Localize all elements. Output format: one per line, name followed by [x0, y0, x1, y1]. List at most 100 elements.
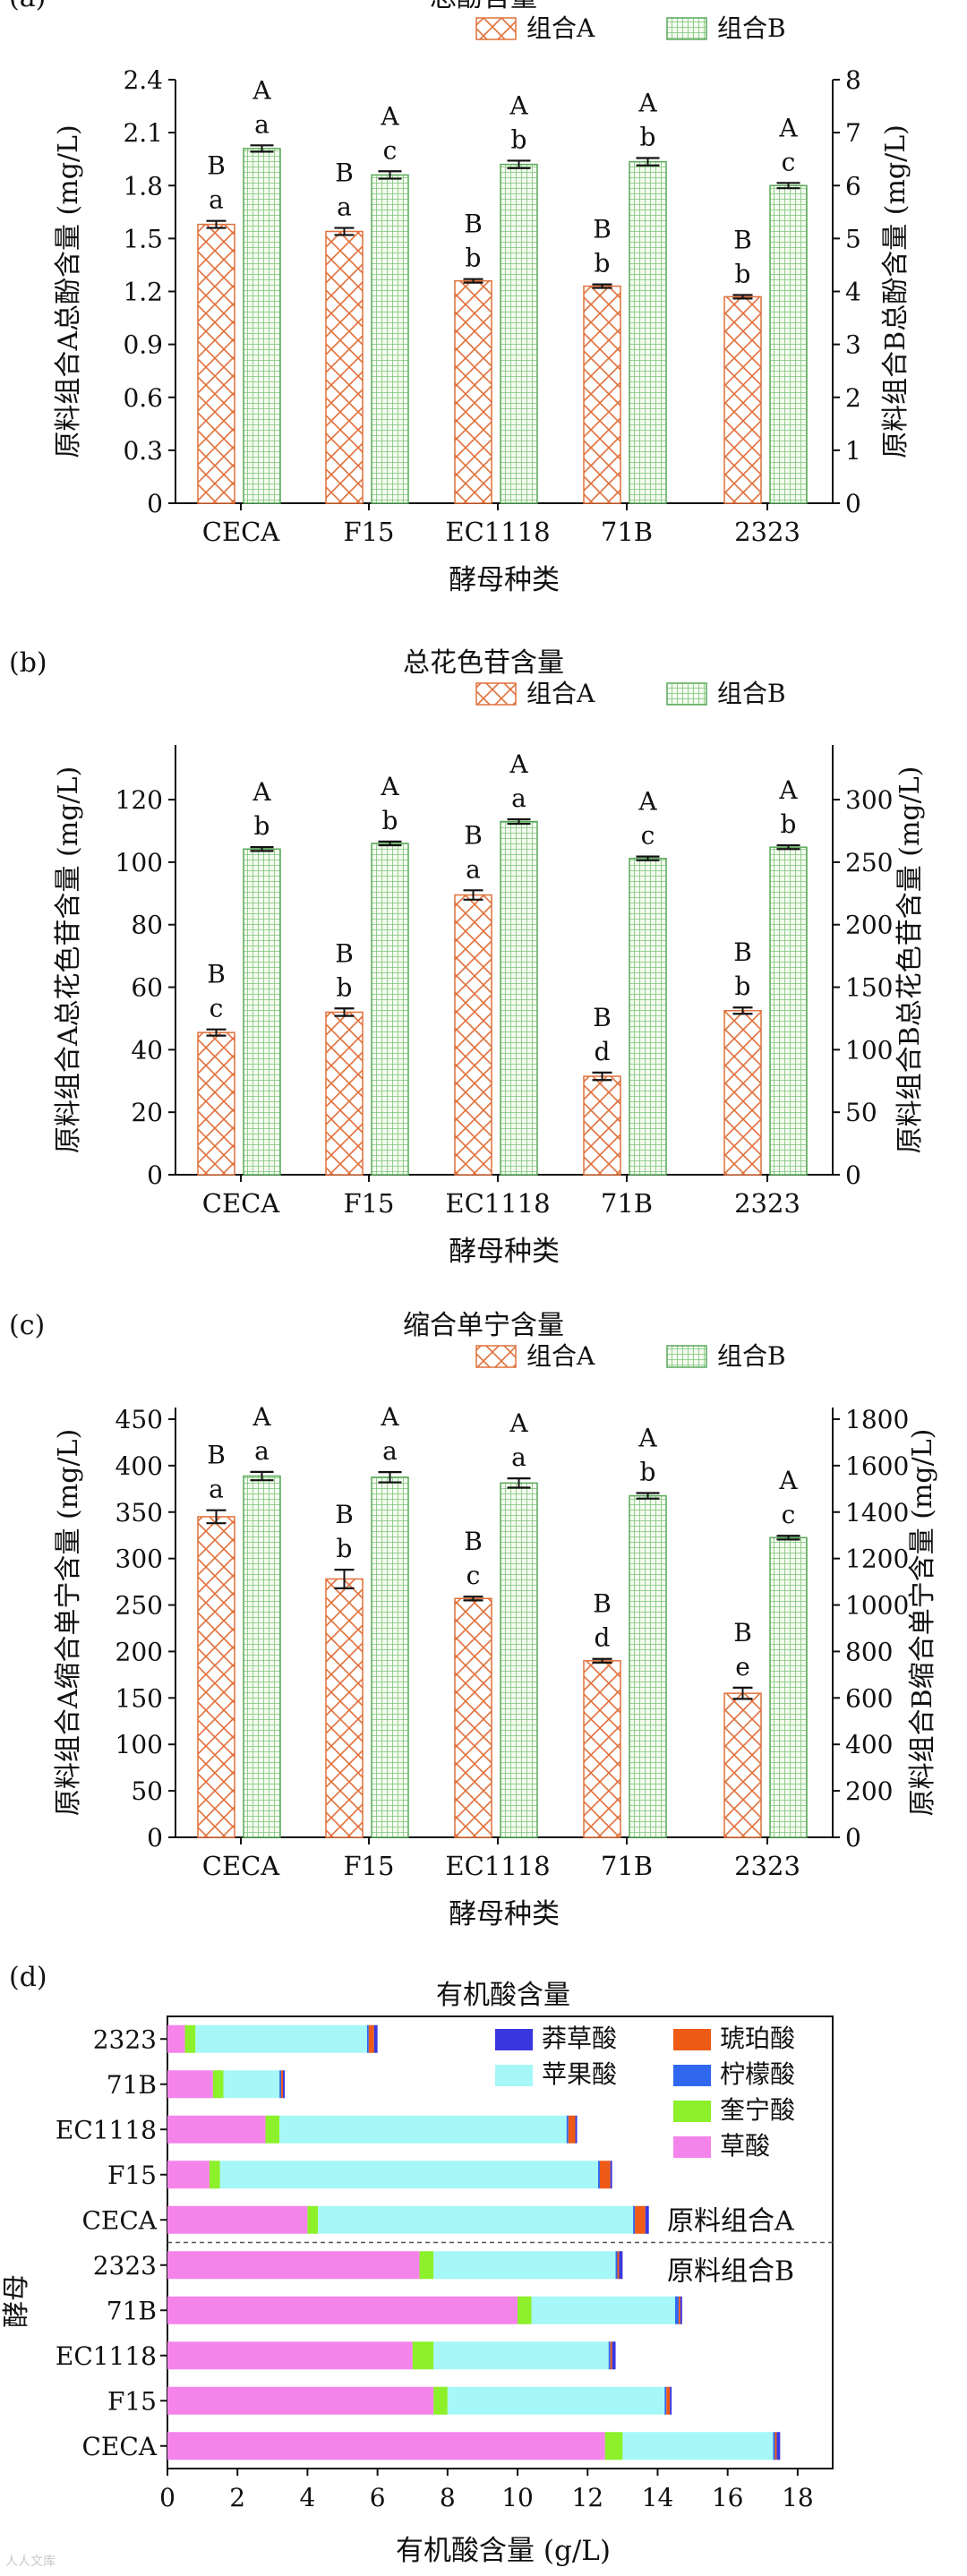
stacked-segment	[518, 2296, 532, 2324]
bar-group-b	[629, 1494, 667, 1838]
x-tick-label: 2323	[734, 1851, 800, 1881]
sig-letter-lower-a: e	[735, 1652, 750, 1682]
bar-group-a	[723, 1692, 762, 1838]
sig-letter-lower-b: a	[254, 109, 270, 139]
sig-letter-lower-b: a	[382, 1436, 398, 1466]
x-tick-label: F15	[343, 517, 394, 547]
sig-letter-lower-b: b	[781, 809, 797, 839]
stacked-segment	[675, 2296, 679, 2324]
panel-label: (d)	[9, 1962, 47, 1993]
panel-label: (c)	[9, 1310, 45, 1341]
left-y-tick-label: 50	[131, 1776, 163, 1806]
left-y-tick-label: 400	[116, 1451, 163, 1481]
legend-swatch	[495, 2029, 533, 2050]
legend-swatch	[495, 2065, 533, 2086]
sig-letter-upper-a: B	[733, 1618, 752, 1647]
left-y-tick-label: 0	[147, 1160, 163, 1190]
sig-letter-upper-b: A	[509, 1408, 528, 1438]
stacked-segment	[645, 2205, 649, 2234]
y-tick-label: CECA	[81, 2205, 157, 2235]
chart-title: 缩合单宁含量	[403, 1310, 564, 1341]
stacked-segment	[610, 2341, 612, 2370]
sig-letter-lower-a: c	[210, 994, 224, 1023]
right-y-tick-label: 600	[845, 1683, 893, 1713]
bar-group-b	[500, 820, 538, 1176]
chart-title: 有机酸含量	[436, 1980, 570, 2011]
right-y-tick-label: 8	[845, 65, 861, 95]
stacked-segment	[615, 2251, 618, 2280]
x-tick-label: 16	[712, 2483, 744, 2512]
sig-letter-upper-a: B	[207, 1441, 226, 1470]
legend-label-a: 组合A	[526, 13, 595, 43]
right-y-tick-label: 4	[845, 278, 861, 307]
left-y-tick-label: 200	[116, 1637, 163, 1666]
y-tick-label: CECA	[81, 2432, 157, 2461]
sig-letter-upper-a: B	[464, 820, 483, 850]
sig-letter-upper-b: A	[638, 89, 657, 118]
stacked-segment	[617, 2251, 620, 2280]
legend-label-a: 组合A	[526, 679, 595, 708]
bar-group-a	[325, 1011, 364, 1176]
sig-letter-lower-b: c	[383, 135, 398, 165]
legend-label-b: 组合B	[717, 13, 786, 43]
right-y-tick-label: 400	[845, 1730, 893, 1759]
stacked-segment	[167, 2205, 308, 2234]
stacked-segment	[666, 2386, 671, 2415]
sig-letter-lower-b: a	[511, 1442, 526, 1472]
left-y-tick-label: 1.2	[123, 278, 163, 307]
stacked-segment	[633, 2205, 636, 2234]
stacked-segment	[209, 2161, 220, 2189]
stacked-segment	[212, 2070, 224, 2099]
bar-group-a	[197, 1031, 235, 1176]
left-y-tick-label: 250	[116, 1591, 163, 1621]
x-axis-label: 酵母种类	[449, 564, 560, 596]
bar-group-a	[197, 1516, 235, 1838]
sig-letter-lower-b: b	[640, 123, 656, 152]
group-label-a: 原料组合A	[667, 2206, 794, 2238]
sig-letter-lower-a: c	[466, 1561, 481, 1590]
stacked-segment	[774, 2432, 777, 2460]
y-tick-label: F15	[107, 2161, 157, 2190]
left-y-tick-label: 300	[116, 1545, 163, 1574]
stacked-segment	[307, 2205, 319, 2234]
sig-letter-upper-a: B	[335, 938, 354, 968]
x-tick-label: EC1118	[445, 1188, 550, 1219]
stacked-segment	[373, 2024, 378, 2053]
stacked-segment	[678, 2296, 680, 2324]
sig-letter-upper-b: A	[252, 1402, 271, 1432]
right-y-tick-label: 1	[845, 436, 861, 466]
x-tick-label: F15	[343, 1188, 394, 1219]
x-tick-label: 2323	[734, 1188, 800, 1219]
sig-letter-upper-a: B	[335, 158, 354, 188]
left-y-tick-label: 100	[116, 1730, 163, 1759]
right-y-tick-label: 150	[845, 973, 893, 1003]
sig-letter-upper-a: B	[593, 215, 612, 244]
stacked-segment	[568, 2115, 576, 2144]
x-tick-label: 14	[642, 2483, 674, 2512]
stacked-segment	[167, 2341, 413, 2370]
panel-d-organic-acid: (d) 有机酸含量 0 2 4 6 8 10 12 14 16 18 有机酸含量 (g/L) 酵母 2323…	[1, 1962, 834, 2567]
bar-group-b	[371, 1476, 409, 1838]
stacked-segment	[447, 2386, 665, 2415]
stacked-segment	[283, 2070, 286, 2099]
stacked-segment	[622, 2432, 774, 2460]
legend-swatch-a	[475, 682, 517, 706]
sig-letter-lower-b: a	[254, 1436, 270, 1466]
sig-letter-lower-a: a	[466, 854, 481, 884]
sig-letter-lower-b: b	[382, 806, 398, 835]
chart-title: 总花色苷含量	[403, 647, 564, 679]
sig-letter-lower-a: b	[466, 244, 482, 273]
x-axis-label: 有机酸含量 (g/L)	[396, 2535, 611, 2567]
bar-group-b	[769, 1536, 808, 1838]
stacked-segment	[167, 2432, 605, 2460]
right-y-tick-label: 0	[845, 489, 861, 518]
x-tick-label: 71B	[601, 1188, 653, 1219]
stacked-segment	[167, 2024, 185, 2053]
bar-group-a	[454, 279, 492, 504]
bar-group-a	[325, 1578, 364, 1838]
sig-letter-upper-a: B	[733, 937, 752, 967]
bar-group-a	[583, 1660, 621, 1838]
sig-letter-lower-a: d	[595, 1037, 611, 1066]
bar-group-b	[243, 148, 281, 504]
